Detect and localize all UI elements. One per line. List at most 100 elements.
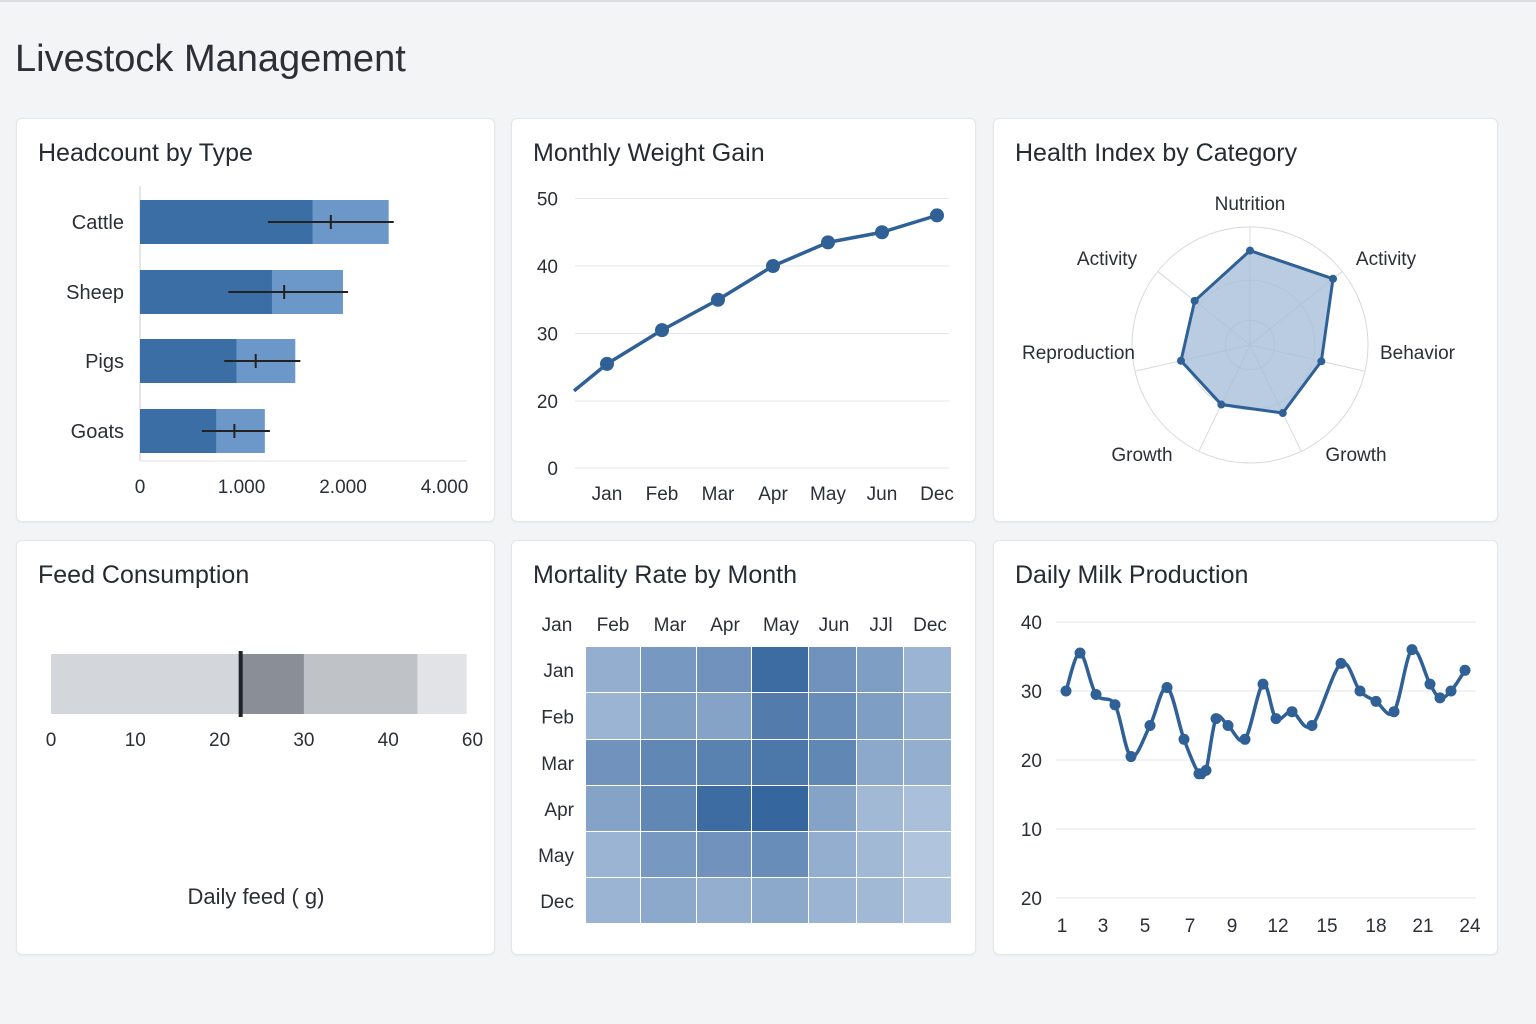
milk-point — [1286, 706, 1298, 718]
radar-axis-label: Reproduction — [1022, 343, 1135, 364]
heatmap-cell — [752, 740, 808, 785]
bullet-range-1 — [51, 654, 241, 714]
y-tick-label: 50 — [537, 190, 558, 211]
radar-point — [1217, 400, 1226, 409]
x-tick-label: 1 — [1057, 916, 1068, 937]
milk-point — [1306, 720, 1318, 731]
heatmap-cell — [586, 878, 640, 923]
milk-point — [1270, 713, 1282, 725]
heatmap-cell — [697, 878, 751, 923]
health-index-card: Health Index by Category Nutrition Activi… — [993, 118, 1498, 522]
column-label: Mar — [654, 615, 687, 636]
x-tick-label: 1.000 — [218, 477, 266, 498]
heatmap-cell — [697, 832, 751, 877]
heatmap-cell — [809, 693, 856, 739]
milk-point — [1210, 713, 1222, 725]
heatmap-cell — [809, 740, 856, 785]
bullet-target-marker — [238, 651, 243, 717]
bar-base-pigs — [140, 339, 237, 383]
milk-point — [1109, 699, 1121, 711]
heatmap-cell — [904, 786, 951, 831]
milk-point — [1370, 695, 1382, 707]
x-tick-label: 12 — [1267, 916, 1288, 937]
heatmap-cell — [904, 832, 951, 877]
heatmap-cell — [752, 878, 808, 923]
heatmap-cell — [857, 786, 903, 831]
radar-point — [1176, 356, 1185, 365]
weight-point-mar — [711, 292, 725, 307]
heatmap-cell — [641, 878, 696, 923]
heatmap-cell — [904, 878, 951, 923]
heatmap-cell — [586, 786, 640, 831]
heatmap-cell — [641, 647, 696, 692]
x-tick-label: May — [810, 484, 846, 505]
weight-point-apr — [766, 259, 780, 273]
x-tick-label: 15 — [1316, 916, 1337, 937]
category-label: Pigs — [85, 351, 124, 373]
y-tick-label: 20 — [537, 392, 558, 413]
x-axis-label: Daily feed ( g) — [188, 884, 325, 909]
feed-consumption-title: Feed Consumption — [38, 561, 250, 589]
y-tick-label: 40 — [537, 257, 558, 278]
weight-point-jan — [600, 356, 614, 371]
weight-point-jun — [875, 225, 889, 240]
milk-point — [1060, 685, 1072, 697]
milk-point — [1388, 706, 1400, 718]
radar-point — [1246, 246, 1254, 255]
heatmap-cell — [697, 740, 751, 785]
weight-point-feb — [655, 323, 669, 338]
radar-axis-label: Activity — [1356, 249, 1417, 270]
x-tick-label: 24 — [1459, 916, 1481, 937]
x-tick-label: Apr — [758, 484, 788, 505]
heatmap-cell — [586, 693, 640, 739]
feed-consumption-card: Feed Consumption 0 10 20 30 40 60 Daily feed (… — [16, 540, 495, 955]
column-label: JJl — [869, 615, 892, 636]
radar-axis-label: Growth — [1111, 445, 1172, 466]
x-tick-label: 5 — [1140, 916, 1151, 937]
mortality-title: Mortality Rate by Month — [533, 561, 797, 589]
weight-gain-card: Monthly Weight Gain 0 20 30 40 50 Jan Feb Mar Ap… — [511, 118, 976, 522]
milk-point — [1161, 682, 1173, 694]
radar-area — [1179, 248, 1335, 415]
column-label: Feb — [597, 615, 630, 636]
feed-consumption-chart: 0 10 20 30 40 60 Daily feed ( g) — [46, 651, 483, 909]
x-tick-label: Feb — [646, 484, 679, 505]
radar-point — [1278, 409, 1287, 418]
heatmap-cell — [586, 740, 640, 785]
heatmap-cell — [809, 647, 856, 692]
health-index-chart: Nutrition Activity Behavior Growth Growth Rep… — [1022, 194, 1456, 466]
radar-point — [1190, 296, 1199, 305]
bullet-actual-bar — [240, 654, 304, 714]
heatmap-cell — [752, 693, 808, 739]
milk-point — [1424, 678, 1436, 690]
milk-point — [1354, 685, 1366, 697]
heatmap-cell — [697, 693, 751, 739]
y-tick-label: 0 — [547, 459, 558, 480]
radar-axis-label: Activity — [1077, 249, 1138, 270]
weight-point-may — [821, 235, 835, 250]
y-tick-label: 20 — [1021, 751, 1042, 772]
milk-point — [1459, 664, 1471, 676]
y-tick-label: 30 — [1021, 682, 1042, 703]
heatmap-cell — [809, 786, 856, 831]
weight-gain-chart: 0 20 30 40 50 Jan Feb Mar Apr May Jun Dec — [537, 190, 954, 506]
x-tick-label: 10 — [125, 730, 146, 751]
heatmap-cell — [641, 740, 696, 785]
mortality-heatmap: Jan Feb Mar Apr May Jun JJl Dec Jan Feb Mar Apr May D… — [538, 615, 951, 923]
milk-production-chart: 20 10 20 30 40 1 3 5 7 9 12 15 18 21 24 — [1021, 613, 1481, 937]
heatmap-cell — [752, 786, 808, 831]
row-label: Mar — [541, 754, 574, 775]
headcount-card: Headcount by Type Cattle Sheep Pigs Goats 0 1… — [16, 118, 495, 522]
column-label: May — [763, 615, 799, 636]
heatmap-cell — [641, 832, 696, 877]
milk-point — [1178, 733, 1190, 745]
x-tick-label: 2.000 — [319, 477, 367, 498]
heatmap-cell — [586, 647, 640, 692]
heatmap-cell — [857, 647, 903, 692]
milk-point — [1074, 647, 1086, 659]
milk-point — [1406, 644, 1418, 656]
x-tick-label: 21 — [1412, 916, 1433, 937]
health-index-title: Health Index by Category — [1015, 139, 1298, 167]
heatmap-cell — [904, 693, 951, 739]
category-label: Goats — [71, 421, 124, 443]
